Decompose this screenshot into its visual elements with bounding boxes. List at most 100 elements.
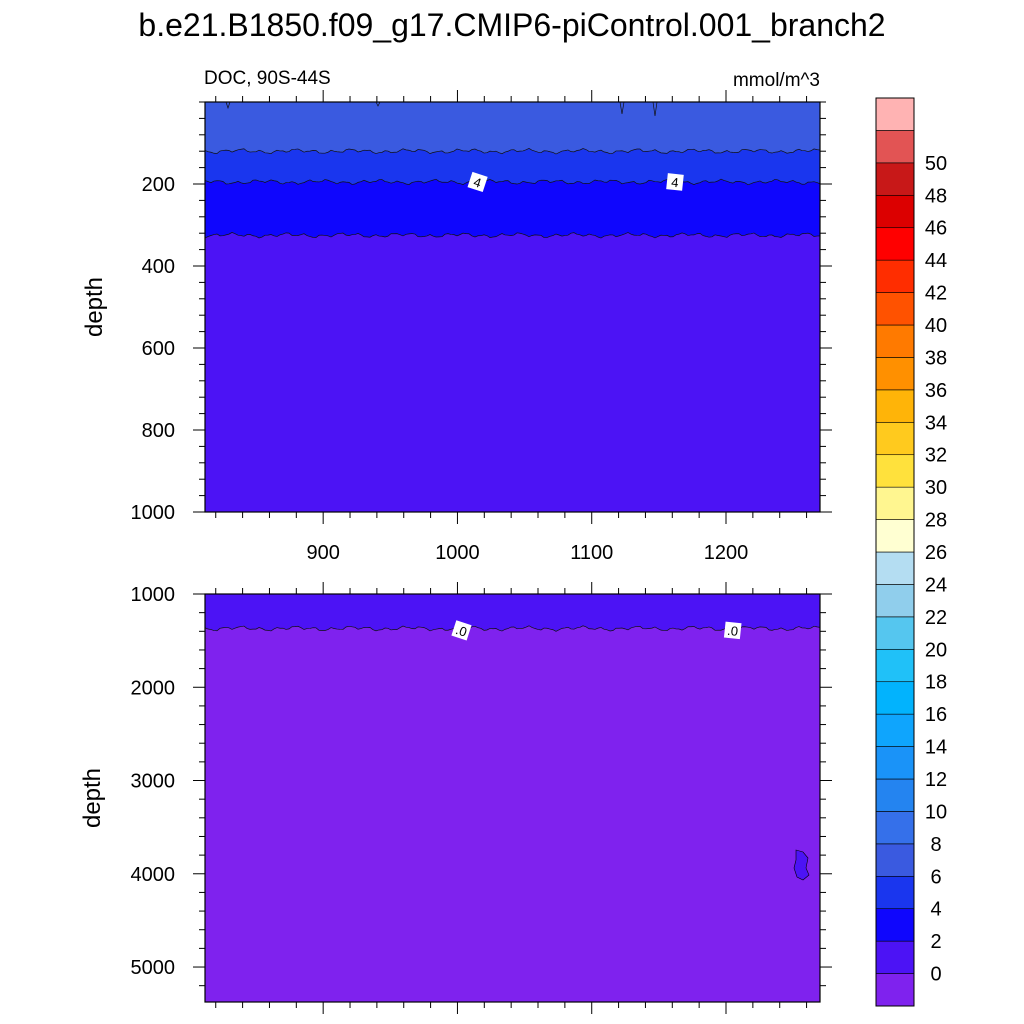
colorbar-label: 32	[925, 445, 947, 467]
contour-label: .0	[723, 621, 742, 640]
colorbar-swatch	[875, 357, 915, 391]
colorbar-swatch	[875, 292, 915, 326]
y-tick-label: 2000	[131, 677, 176, 699]
colorbar-swatch	[875, 130, 915, 164]
colorbar-label: 4	[930, 899, 941, 921]
upper-left-label: DOC, 90S-44S	[204, 68, 331, 89]
contour-label: .0	[451, 620, 472, 641]
colorbar-swatch	[875, 746, 915, 780]
lower-axis-ticks: 1000 2000 3000 4000 5000	[131, 582, 832, 1014]
colorbar-label: 42	[925, 283, 947, 305]
colorbar-swatch	[875, 616, 915, 650]
x-tick-label: 1200	[704, 542, 749, 564]
contour-band	[205, 232, 820, 512]
colorbar: 0246810121416182022242628303234363840424…	[875, 97, 947, 1007]
y-tick-label: 200	[142, 174, 175, 196]
colorbar-swatch	[875, 194, 915, 229]
upper-plot-frame	[204, 101, 821, 513]
colorbar-label: 16	[925, 704, 947, 726]
colorbar-label: 10	[925, 801, 947, 823]
lower-contour-lines	[204, 625, 821, 632]
colorbar-swatch	[875, 811, 915, 845]
contour-line	[204, 148, 821, 155]
upper-right-label: mmol/m^3	[733, 70, 820, 91]
contour-line	[225, 101, 231, 110]
contour-band	[205, 625, 820, 1002]
colorbar-swatch	[875, 162, 915, 196]
y-tick-label: 3000	[131, 771, 176, 793]
contour-line	[619, 101, 625, 115]
colorbar-label: 44	[925, 250, 947, 272]
contour-line	[204, 232, 821, 239]
colorbar-swatch	[875, 97, 915, 131]
colorbar-swatch	[875, 778, 915, 812]
colorbar-label: 36	[925, 380, 947, 402]
x-tick-label: 1100	[570, 542, 613, 564]
colorbar-swatch	[875, 973, 915, 1007]
colorbar-label: 38	[925, 347, 947, 369]
colorbar-label: 48	[925, 185, 947, 207]
colorbar-swatch	[875, 551, 915, 585]
colorbar-swatch	[875, 940, 915, 974]
contour-band	[205, 594, 820, 632]
contour-band	[205, 102, 820, 155]
lower-contour-labels: .0 .0	[451, 620, 742, 641]
upper-contour-fill	[205, 102, 820, 512]
lower-plot-frame	[204, 593, 821, 1003]
contour-label-text: 4	[671, 175, 680, 191]
contour-line	[204, 178, 821, 186]
colorbar-label: 22	[925, 607, 947, 629]
colorbar-label: 46	[925, 218, 947, 240]
colorbar-swatch	[875, 486, 915, 520]
y-tick-label: 5000	[131, 957, 176, 979]
lower-contour-fill	[205, 594, 820, 1002]
colorbar-label: 28	[925, 510, 947, 532]
colorbar-label: 14	[925, 737, 947, 759]
upper-axis-ticks: 200 400 600 800 1000 900 1000 1100 1200	[131, 90, 832, 564]
lower-y-axis-label: depth	[79, 768, 106, 828]
contour-label-text: 4	[472, 174, 484, 191]
contour-band	[205, 179, 820, 239]
colorbar-swatch	[875, 681, 915, 715]
colorbar-swatch	[875, 584, 915, 618]
y-tick-label: 4000	[131, 864, 176, 886]
colorbar-swatch	[875, 421, 915, 456]
x-tick-label: 1000	[435, 542, 480, 564]
upper-contour-lines	[204, 101, 821, 239]
colorbar-swatch	[875, 908, 915, 942]
colorbar-label: 18	[925, 672, 947, 694]
colorbar-swatch	[875, 227, 915, 261]
colorbar-label: 6	[930, 866, 941, 888]
contour-line	[204, 625, 821, 632]
upper-y-axis-label: depth	[81, 277, 108, 337]
contour-line	[375, 101, 381, 107]
contour-label: 4	[666, 173, 684, 191]
colorbar-swatch	[875, 259, 915, 293]
colorbar-frame	[875, 97, 915, 1007]
colorbar-label: 34	[925, 412, 947, 434]
lower-panel: .0 .0 1000 2000 3000 4000 5000 depth	[79, 582, 832, 1014]
colorbar-label: 26	[925, 542, 947, 564]
colorbar-label: 24	[925, 574, 947, 596]
colorbar-label: 40	[925, 315, 947, 337]
contour-label-text: .0	[454, 622, 469, 640]
colorbar-label: 12	[925, 769, 947, 791]
colorbar-swatch	[875, 875, 915, 910]
colorbar-swatch	[875, 454, 915, 488]
lower-anomaly-patch	[793, 849, 810, 881]
x-tick-label: 900	[306, 542, 339, 564]
colorbar-label: 30	[925, 477, 947, 499]
colorbar-label: 50	[925, 153, 947, 175]
colorbar-swatch	[875, 519, 915, 553]
y-tick-label: 1000	[131, 502, 176, 524]
colorbar-swatch	[875, 324, 915, 358]
y-tick-label: 600	[142, 338, 175, 360]
colorbar-label: 0	[930, 964, 941, 986]
colorbar-swatch	[875, 713, 915, 747]
contour-line	[652, 101, 658, 117]
y-tick-label: 800	[142, 420, 175, 442]
colorbar-swatch	[875, 648, 915, 683]
